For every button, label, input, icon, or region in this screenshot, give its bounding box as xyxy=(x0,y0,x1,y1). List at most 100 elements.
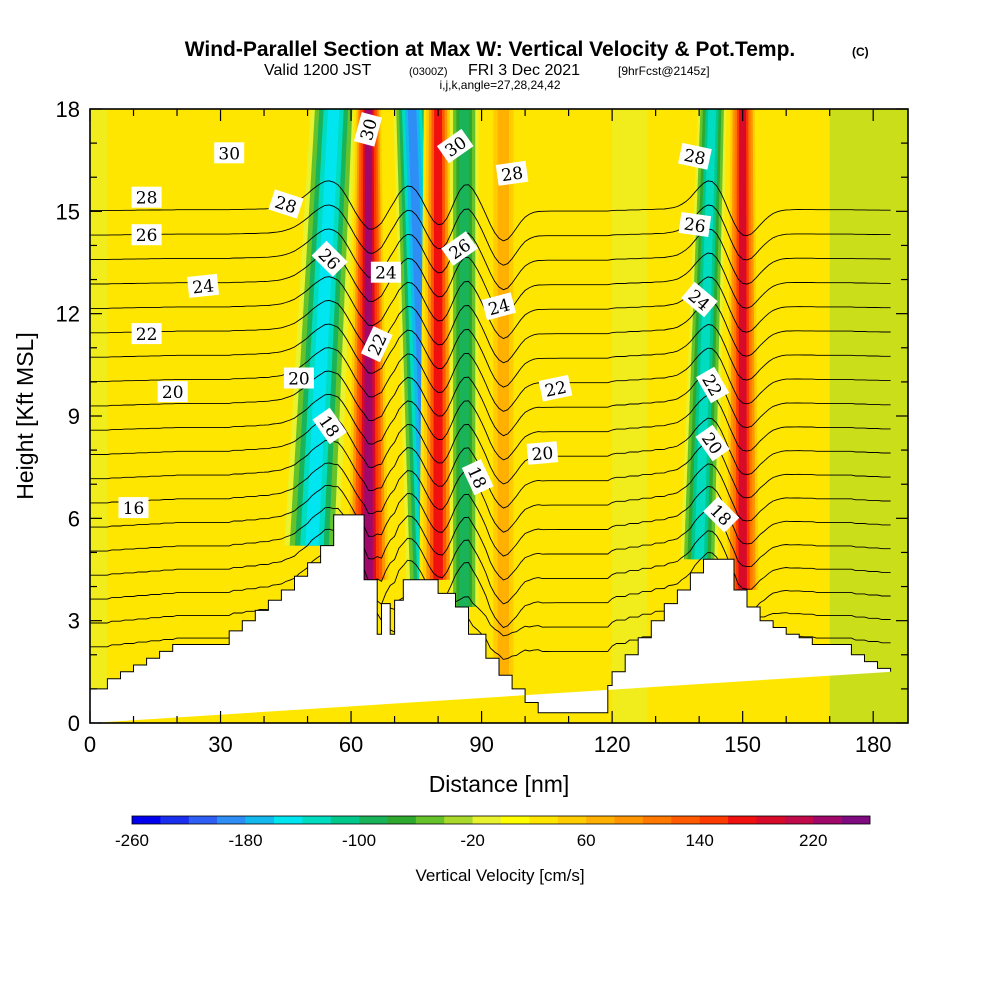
velocity-field xyxy=(90,109,908,723)
colorbar-swatch-14 xyxy=(529,816,559,824)
theta-contour-29 xyxy=(90,300,891,364)
x-tick-label: 0 xyxy=(84,732,96,757)
x-tick-label: 120 xyxy=(594,732,631,757)
x-tick-label: 60 xyxy=(339,732,363,757)
x-tick-label: 180 xyxy=(855,732,892,757)
theta-contour-32 xyxy=(90,228,891,291)
contour-label-text: 28 xyxy=(136,189,158,209)
contour-label-bg xyxy=(131,224,162,246)
contour-label-text: 20 xyxy=(162,383,184,403)
colorbar: -260 -180 -100 -20 60 140 220 xyxy=(115,815,871,850)
contour-label-bg xyxy=(436,128,474,164)
contour-label-bg xyxy=(678,212,712,237)
theta-contour-19 xyxy=(90,528,891,605)
colorbar-swatch-18 xyxy=(642,816,672,824)
theta-contour-23 xyxy=(90,439,891,509)
contour-label-bg xyxy=(118,497,149,519)
colorbar-swatch-5 xyxy=(273,816,303,824)
y-tick-label: 18 xyxy=(56,97,80,122)
contour-label-bg xyxy=(360,326,393,363)
y-tick-label: 9 xyxy=(68,404,80,429)
velocity-feature-0-level-4 xyxy=(305,109,340,546)
contour-label-bg xyxy=(187,273,220,298)
contour-label-9: 20 xyxy=(283,367,314,390)
contour-label-19: 20 xyxy=(526,441,559,465)
colorbar-tick-label: -260 xyxy=(115,831,149,850)
velocity-feature-6-level-4 xyxy=(694,109,717,560)
contour-label-bg xyxy=(312,407,347,445)
contour-label-text: 26 xyxy=(136,226,158,246)
grid-indices: i,j,k,angle=27,28,24,42 xyxy=(439,78,560,92)
colorbar-tick-label: 60 xyxy=(577,831,596,850)
contour-label-bg xyxy=(370,261,401,283)
theta-contour-18 xyxy=(90,549,891,629)
x-tick-label: 30 xyxy=(208,732,232,757)
contour-label-text: 28 xyxy=(682,146,707,170)
contour-label-bg xyxy=(214,142,245,164)
theta-contour-21 xyxy=(90,484,891,557)
colorbar-swatch-7 xyxy=(330,816,360,824)
theta-contour-24 xyxy=(90,416,891,485)
contour-label-5: 20 xyxy=(157,381,188,403)
colorbar-swatch-8 xyxy=(359,816,388,824)
colorbar-tick-label: -100 xyxy=(342,831,376,850)
contour-label-bg xyxy=(353,112,383,147)
copyright-mark: (C) xyxy=(852,45,869,59)
velocity-band-4 xyxy=(612,109,647,723)
colorbar-swatch-15 xyxy=(557,816,587,824)
colorbar-swatch-0 xyxy=(132,816,161,824)
velocity-feature-5-level-2 xyxy=(497,109,510,676)
x-tick-label: 90 xyxy=(469,732,493,757)
contour-label-text: 28 xyxy=(500,163,524,186)
theta-contour-31 xyxy=(90,252,891,315)
contour-label-bg xyxy=(681,281,718,318)
colorbar-swatch-3 xyxy=(217,816,246,824)
colorbar-swatch-16 xyxy=(586,816,615,824)
valid-date: FRI 3 Dec 2021 xyxy=(468,62,580,79)
colorbar-swatch-2 xyxy=(188,816,218,824)
contour-label-bg xyxy=(461,459,494,496)
theta-contour-22 xyxy=(90,462,891,533)
axes: 0 30 60 90 120 150 180 0 3 6 9 12 15 18 xyxy=(56,97,908,757)
colorbar-tick-label: -180 xyxy=(229,831,263,850)
contour-label-bg xyxy=(481,292,517,321)
theta-contour-28 xyxy=(90,323,891,388)
contour-label-text: 30 xyxy=(218,144,240,164)
y-tick-label: 3 xyxy=(68,609,80,634)
x-tick-label: 150 xyxy=(724,732,761,757)
colorbar-swatch-9 xyxy=(387,816,417,824)
theta-contour-25 xyxy=(90,393,891,461)
contour-label-bg xyxy=(131,323,162,345)
contour-label-bg xyxy=(695,424,730,462)
terrain-profile xyxy=(90,514,892,723)
contour-label-bg xyxy=(157,381,188,403)
colorbar-swatch-24 xyxy=(813,816,842,824)
contour-label-text: 16 xyxy=(123,499,145,519)
y-tick-label: 0 xyxy=(68,711,80,736)
colorbar-label: Vertical Velocity [cm/s] xyxy=(415,866,584,885)
contour-label-bg xyxy=(268,189,304,219)
contour-label-18: 22 xyxy=(538,374,573,402)
contour-label-bg xyxy=(495,160,529,186)
contour-label-text: 22 xyxy=(136,325,158,345)
colorbar-frame xyxy=(131,815,871,825)
contour-label-text: 24 xyxy=(375,264,397,284)
contour-label-text: 20 xyxy=(288,370,310,390)
colorbar-swatch-11 xyxy=(444,816,473,824)
valid-time-prefix: Valid 1200 JST xyxy=(264,62,372,79)
colorbar-swatch-12 xyxy=(472,816,502,824)
theta-contours xyxy=(90,180,891,660)
colorbar-swatch-20 xyxy=(699,816,729,824)
contour-label-2: 26 xyxy=(131,224,162,246)
valid-time-utc: (0300Z) xyxy=(409,66,448,78)
contour-label-bg xyxy=(311,240,348,277)
colorbar-swatch-23 xyxy=(784,816,814,824)
contour-label-21: 28 xyxy=(678,142,712,170)
colorbar-tick-label: -20 xyxy=(460,831,485,850)
contour-label-bg xyxy=(538,374,573,402)
contour-label-bg xyxy=(678,142,712,170)
velocity-band-3 xyxy=(829,109,908,723)
y-axis-label: Height [Kft MSL] xyxy=(12,332,38,499)
contour-label-6: 16 xyxy=(118,497,149,519)
